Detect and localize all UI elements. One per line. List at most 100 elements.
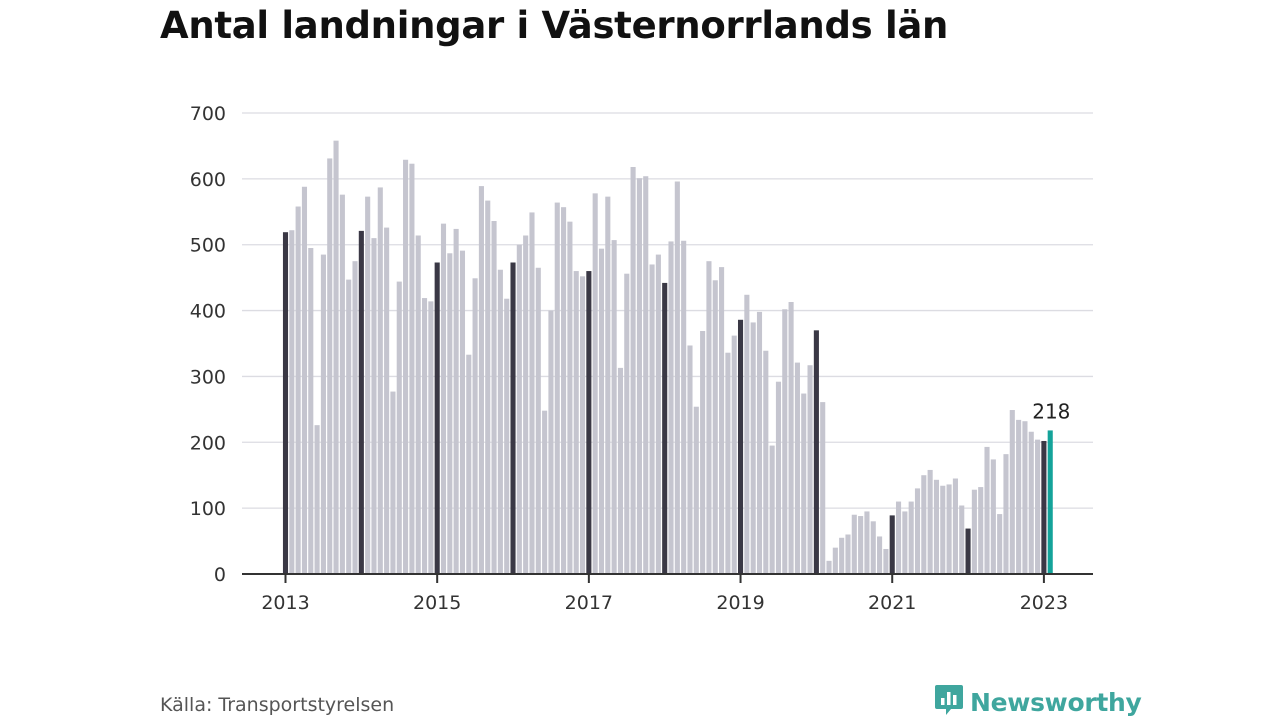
bar xyxy=(428,301,434,574)
bar xyxy=(889,515,895,574)
bar xyxy=(959,505,965,574)
bar xyxy=(1022,421,1028,574)
bar xyxy=(409,163,415,574)
bar xyxy=(605,196,611,574)
bar xyxy=(440,223,447,574)
bar xyxy=(516,244,522,574)
brand-name: Newsworthy xyxy=(970,687,1142,717)
bar xyxy=(327,158,333,574)
bar xyxy=(788,302,794,574)
bar xyxy=(636,178,642,574)
bar xyxy=(396,281,402,574)
bar xyxy=(826,560,832,574)
bar xyxy=(719,267,725,574)
bar xyxy=(390,391,396,574)
bar xyxy=(403,159,409,574)
bar xyxy=(586,271,592,574)
bar xyxy=(649,264,655,574)
bar xyxy=(478,186,484,574)
bar xyxy=(561,207,567,574)
bar xyxy=(965,528,971,574)
bar xyxy=(820,402,826,574)
x-tick-label: 2013 xyxy=(261,592,309,614)
bar xyxy=(775,381,782,574)
bar xyxy=(573,271,579,574)
bar xyxy=(813,330,819,574)
bar xyxy=(1041,440,1047,574)
bar xyxy=(706,261,712,574)
x-tick-label: 2019 xyxy=(716,592,764,614)
bar xyxy=(883,548,889,574)
bar-chart: 0 100 200 300 400 500 600 700 2013 2015 2017 2019 20… xyxy=(190,103,1093,614)
bar xyxy=(365,196,371,574)
bar xyxy=(643,176,649,574)
bar xyxy=(339,194,345,574)
bar xyxy=(674,181,680,575)
y-tick-label: 0 xyxy=(214,564,226,586)
bar xyxy=(548,310,554,574)
bar xyxy=(529,212,535,574)
bar xyxy=(921,475,927,574)
bar xyxy=(510,262,516,574)
bar xyxy=(687,345,693,574)
bar xyxy=(984,446,990,574)
bar xyxy=(946,484,952,574)
bar xyxy=(567,221,573,574)
bar xyxy=(914,488,921,574)
annotation: 218 xyxy=(1032,399,1070,423)
newsworthy-chart-bubble-icon xyxy=(934,682,964,722)
bar xyxy=(1016,419,1022,574)
bar xyxy=(611,240,617,574)
bar xyxy=(750,322,756,574)
tick-labels: 0 100 200 300 400 500 600 700 2013 2015 2017 2019 20… xyxy=(190,103,1068,614)
bar xyxy=(681,240,687,574)
brand-logo: Newsworthy xyxy=(934,684,1142,720)
bar xyxy=(851,514,857,574)
bar xyxy=(415,235,421,575)
bar xyxy=(971,489,977,574)
bar xyxy=(289,230,295,575)
bar xyxy=(693,406,699,574)
bar xyxy=(794,362,800,574)
x-axis xyxy=(242,573,1093,583)
bar xyxy=(895,501,902,574)
bar xyxy=(308,248,314,574)
y-tick-label: 400 xyxy=(190,301,226,323)
y-tick-label: 100 xyxy=(190,498,226,520)
bar xyxy=(535,267,541,574)
bar xyxy=(662,282,668,574)
bar xyxy=(624,273,630,574)
bars xyxy=(282,140,1053,575)
bar xyxy=(756,311,763,574)
bar xyxy=(523,235,529,575)
bar xyxy=(320,254,326,574)
x-tick-label: 2021 xyxy=(868,592,916,614)
bar xyxy=(282,232,289,574)
bar xyxy=(466,354,472,574)
bar xyxy=(858,516,864,574)
y-tick-label: 200 xyxy=(190,432,226,454)
bar xyxy=(453,228,459,574)
bar xyxy=(333,140,339,574)
chart-title: Antal landningar i Västernorrlands län xyxy=(160,4,949,47)
bar xyxy=(504,298,510,574)
bar xyxy=(990,459,996,574)
source-note: Källa: Transportstyrelsen xyxy=(160,694,395,716)
y-tick-label: 600 xyxy=(190,169,226,191)
y-tick-label: 500 xyxy=(190,235,226,257)
bar xyxy=(485,200,491,574)
bar xyxy=(655,254,661,574)
bar xyxy=(346,279,352,574)
bar xyxy=(731,335,737,574)
bar xyxy=(421,298,428,574)
bar xyxy=(377,187,383,575)
bar xyxy=(902,511,908,574)
bar xyxy=(630,167,636,574)
bar xyxy=(598,248,605,575)
bar xyxy=(712,280,718,574)
x-tick-label: 2015 xyxy=(413,592,461,614)
bar xyxy=(769,445,775,574)
x-tick-label: 2023 xyxy=(1020,592,1068,614)
bar xyxy=(447,253,453,574)
bar xyxy=(668,241,674,575)
